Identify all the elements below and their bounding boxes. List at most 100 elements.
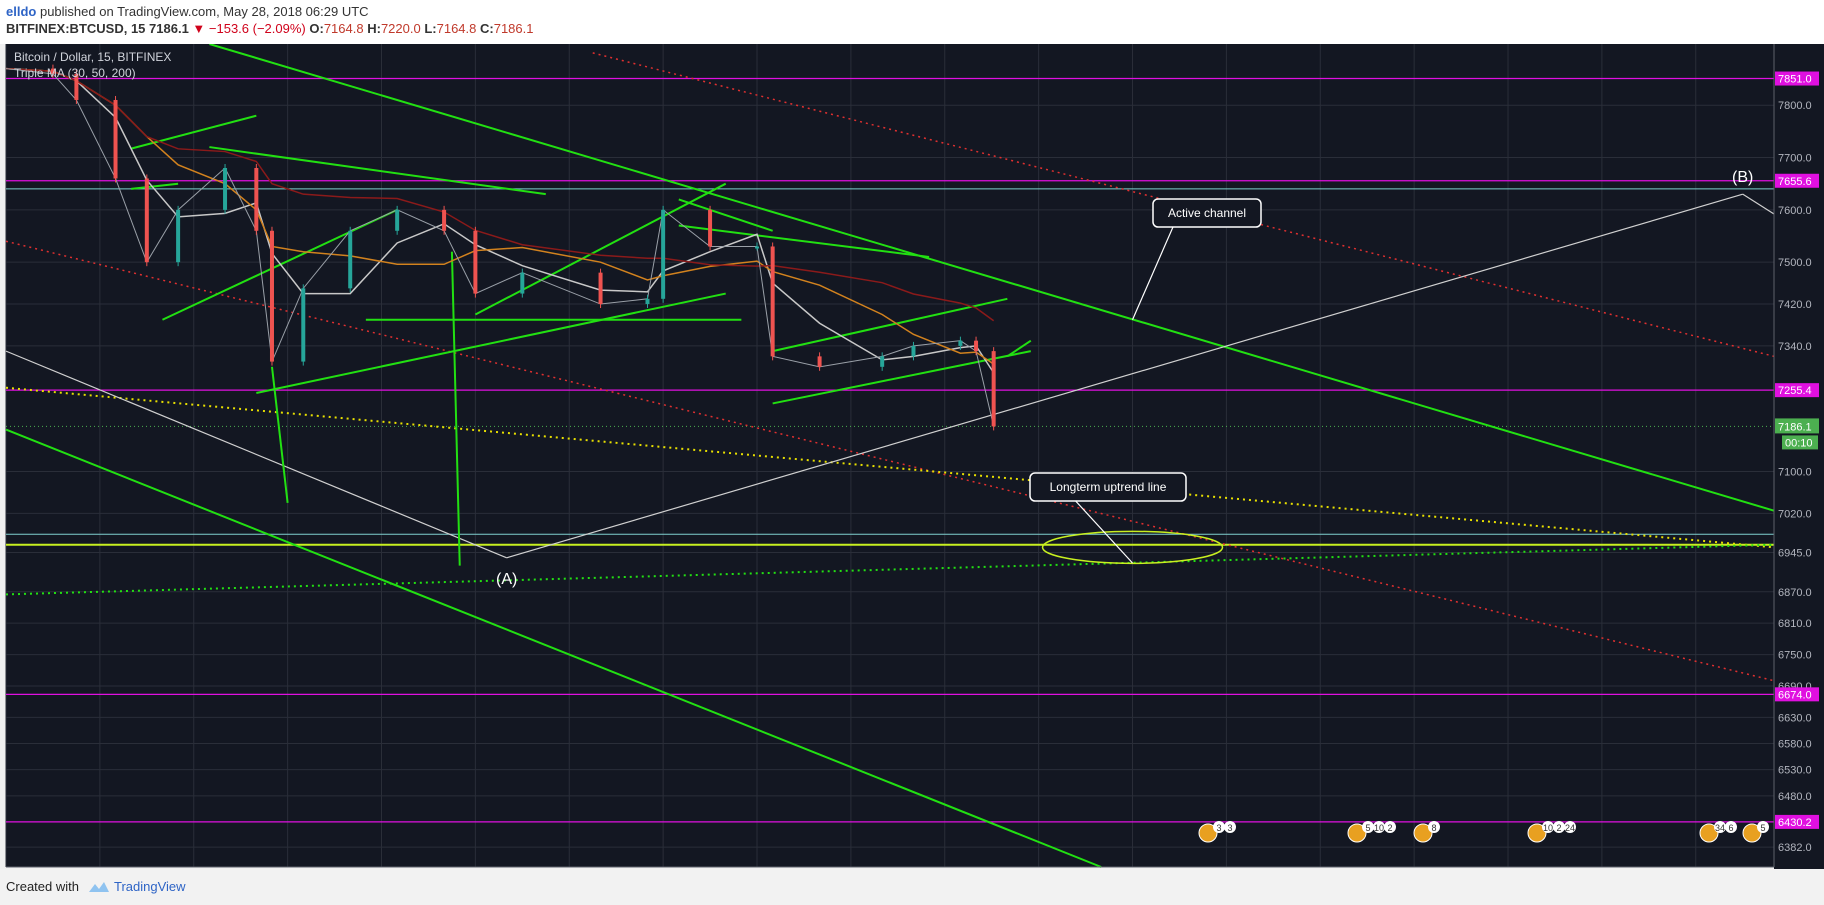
candle-body — [645, 298, 650, 305]
pattern-trendline — [131, 182, 179, 190]
candle-body — [974, 340, 979, 352]
candle-body — [269, 230, 274, 362]
price-level-tag — [1775, 814, 1819, 829]
flag-icon — [1742, 823, 1762, 843]
candle-body — [144, 178, 149, 263]
white-path-end — [1742, 193, 1775, 215]
pattern-trendline — [678, 198, 773, 232]
footer: Created with TradingView — [0, 869, 1824, 905]
legend-indicator: Triple MA (30, 50, 200) — [14, 66, 136, 80]
chart-header: elldo published on TradingView.com, May … — [0, 0, 1824, 44]
tradingview-brand[interactable]: TradingView — [114, 879, 186, 894]
price-tick-label: 7800.0 — [1778, 100, 1812, 112]
pattern-trendline — [1006, 339, 1032, 358]
badge-count-bubble — [1384, 821, 1396, 833]
badge-count-label: 6 — [1728, 823, 1733, 833]
badge-count-label: 5 — [1365, 823, 1370, 833]
price-level-tag — [1775, 687, 1819, 702]
low-label: L: — [424, 21, 437, 36]
candle-body — [598, 272, 603, 305]
legend-title: Bitcoin / Dollar, 15, BITFINEX — [14, 50, 171, 64]
countdown-tag — [1782, 435, 1818, 450]
longterm-uptrend-line — [5, 543, 1775, 596]
flag-icon — [1413, 823, 1433, 843]
symbol-label: BITFINEX:BTCUSD, 15 — [6, 21, 146, 36]
chart-area[interactable]: Active channel Longterm uptrend line (A) (B… — [0, 43, 1824, 892]
flag-icon — [1198, 823, 1218, 843]
point-b-label: (B) — [1732, 169, 1753, 186]
badge-count-bubble — [1553, 821, 1565, 833]
price-chart[interactable]: Active channel Longterm uptrend line (A) (B… — [0, 43, 1824, 892]
close-label: C: — [480, 21, 494, 36]
price-tick-label: 7020.0 — [1778, 508, 1812, 520]
pattern-trendline — [162, 208, 398, 321]
candle-body — [817, 356, 822, 367]
event-badge-group[interactable]: 5 10 2 — [1347, 821, 1396, 843]
price-tick-label: 7500.0 — [1778, 257, 1812, 269]
pattern-trendline — [450, 251, 461, 566]
candle-body — [770, 246, 775, 357]
price-tick-label: 6530.0 — [1778, 765, 1812, 777]
event-badge-group[interactable]: 10 2 24 — [1527, 821, 1576, 843]
low-value: 7164.8 — [436, 21, 477, 36]
badge-count-bubble — [1757, 821, 1769, 833]
price-level-label: 6430.2 — [1778, 817, 1812, 829]
high-value: 7220.0 — [380, 21, 421, 36]
event-badges[interactable]: 3 3 5 10 2 8 10 2 24 34 6 5 — [1198, 821, 1769, 843]
author-name[interactable]: elldo — [6, 4, 37, 19]
last-price-tag — [1775, 418, 1819, 434]
price-tick-label: 7340.0 — [1778, 341, 1812, 353]
badge-count-label: 8 — [1431, 823, 1436, 833]
event-badge-group[interactable]: 5 — [1742, 821, 1769, 843]
last-price-text: 7186.1 — [149, 21, 189, 36]
badge-count-bubble — [1428, 821, 1440, 833]
flag-icon — [1347, 823, 1367, 843]
candle-body — [223, 167, 228, 210]
event-badge-group[interactable]: 8 — [1413, 821, 1440, 843]
badge-count-bubble — [1725, 821, 1737, 833]
countdown-label: 00:10 — [1785, 437, 1813, 449]
last-price-label: 7186.1 — [1778, 421, 1812, 433]
candle-body — [74, 73, 79, 100]
price-tick-label: 6480.0 — [1778, 791, 1812, 803]
pattern-trendline — [772, 297, 1008, 353]
price-tick-label: 6630.0 — [1778, 712, 1812, 724]
uptrend-callout: Longterm uptrend line — [1029, 472, 1187, 564]
channel-dotted-line — [5, 240, 1775, 682]
price-tick-label: 7420.0 — [1778, 299, 1812, 311]
white-path-b — [506, 193, 1743, 559]
candle-body — [880, 356, 885, 367]
publish-line: elldo published on TradingView.com, May … — [6, 4, 369, 19]
high-label: H: — [367, 21, 381, 36]
price-level-label: 7255.4 — [1778, 385, 1812, 397]
candle-body — [755, 246, 760, 249]
created-with-text: Created with — [6, 879, 79, 894]
event-badge-group[interactable]: 34 6 — [1699, 821, 1737, 843]
price-level-label: 7851.0 — [1778, 74, 1812, 86]
badge-count-bubble — [1362, 821, 1374, 833]
price-level-label: 6674.0 — [1778, 689, 1812, 701]
price-tick-label: 7600.0 — [1778, 205, 1812, 217]
price-tick-label: 6382.0 — [1778, 842, 1812, 854]
badge-count-bubble — [1542, 821, 1554, 833]
badge-count-label: 3 — [1227, 823, 1232, 833]
badge-count-label: 34 — [1715, 823, 1725, 833]
price-level-label: 7655.6 — [1778, 176, 1812, 188]
price-tick-label: 6750.0 — [1778, 650, 1812, 662]
price-tick-label: 6870.0 — [1778, 587, 1812, 599]
badge-count-label: 3 — [1216, 823, 1221, 833]
active-channel-lower — [5, 428, 1102, 868]
badge-count-label: 2 — [1556, 823, 1561, 833]
pattern-trendline — [256, 292, 726, 394]
callout-box — [1029, 472, 1187, 502]
open-value: 7164.8 — [323, 21, 364, 36]
candle-body — [348, 230, 353, 289]
price-axis[interactable]: 7800.0 7700.0 7600.0 7500.0 7420.0 7340.0 7100… — [1775, 71, 1819, 855]
candle-body — [991, 351, 996, 427]
white-path-a — [5, 350, 507, 559]
price-level-tag — [1775, 173, 1819, 188]
callout-text: Longterm uptrend line — [1050, 480, 1167, 494]
candle-body — [661, 209, 666, 299]
flag-icon — [1527, 823, 1547, 843]
